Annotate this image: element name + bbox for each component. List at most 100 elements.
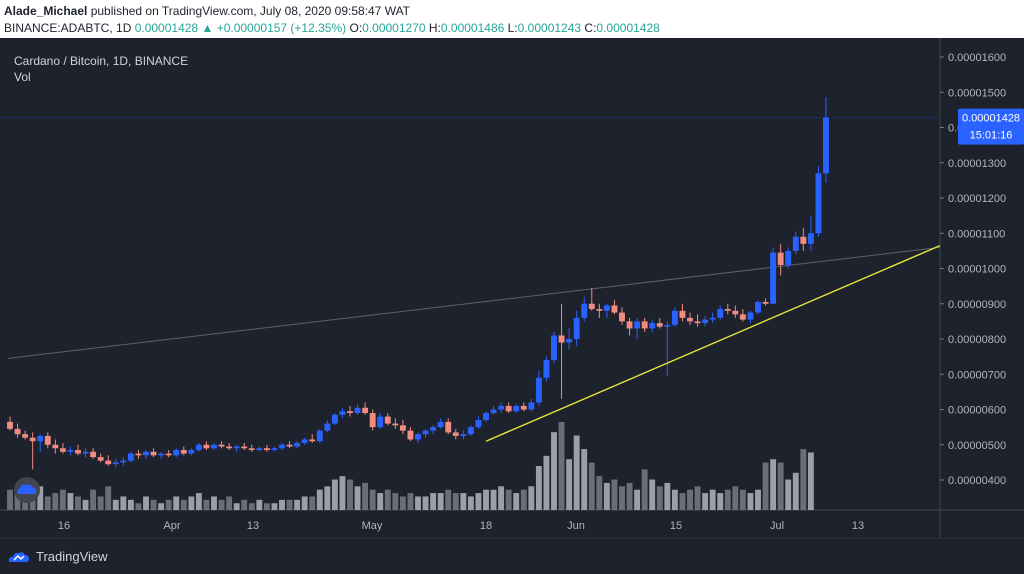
volume-bar <box>603 482 610 510</box>
volume-bar <box>82 499 89 510</box>
volume-bar <box>90 489 97 510</box>
publish-header: Alade_Michael published on TradingView.c… <box>0 0 1024 38</box>
candle-body <box>588 303 595 310</box>
candle-body <box>634 321 641 329</box>
volume-bar <box>384 489 391 510</box>
volume-bar <box>581 449 588 510</box>
volume-bar <box>467 496 474 510</box>
candle-body <box>82 451 89 454</box>
candle-body <box>505 405 512 412</box>
candle-body <box>815 173 822 234</box>
tradingview-brand: TradingView <box>36 549 108 564</box>
candle-body <box>611 305 618 313</box>
chart-area[interactable]: 0.00000400 0.00000500 0.00000600 0.00000700… <box>0 38 1024 538</box>
candle-body <box>430 427 437 431</box>
volume-bar <box>309 496 316 510</box>
candle-body <box>513 405 520 412</box>
candle-body <box>460 434 467 436</box>
volume-bar <box>566 459 573 510</box>
x-tick-label: Jul <box>770 520 784 532</box>
candle-body <box>498 405 505 410</box>
candle-body <box>22 434 29 438</box>
volume-bar <box>770 459 777 510</box>
volume-bar <box>105 486 112 510</box>
candle-body <box>165 453 172 456</box>
cloud-logo-icon <box>8 551 29 562</box>
volume-bar <box>664 482 671 510</box>
publisher-name[interactable]: Alade_Michael <box>4 4 88 18</box>
x-tick-label: 13 <box>852 520 864 532</box>
volume-bar <box>755 489 761 510</box>
volume-bar <box>44 496 51 510</box>
volume-bar <box>407 493 414 510</box>
x-tick-label: Jun <box>567 520 585 532</box>
candle-body <box>656 323 663 327</box>
volume-bar <box>150 499 157 510</box>
volume-bar <box>165 499 172 510</box>
x-tick-label: May <box>362 520 383 532</box>
candle-body <box>626 321 633 329</box>
volume-bar <box>354 486 361 510</box>
volume-bar <box>588 462 595 510</box>
candle-body <box>188 450 195 454</box>
volume-bar <box>173 496 180 510</box>
x-tick-label: 15 <box>670 520 682 532</box>
tradingview-logo[interactable]: TradingView <box>8 549 108 564</box>
candle-body <box>362 407 369 414</box>
candle-body <box>596 309 603 311</box>
volume-bar <box>143 496 149 510</box>
x-tick-label: 16 <box>58 520 70 532</box>
volume-bar <box>573 435 580 510</box>
candle-body <box>105 460 112 465</box>
volume-bar <box>256 499 263 510</box>
volume-bar <box>445 489 452 510</box>
candle-body <box>279 444 285 449</box>
candle-body <box>369 413 376 428</box>
volume-bar <box>188 496 195 510</box>
open-label: O: <box>349 21 363 35</box>
y-tick-label: 0.00000600 <box>948 405 1006 417</box>
chart-legend: Cardano / Bitcoin, 1D, BINANCE Vol <box>14 53 188 85</box>
volume-bar <box>505 489 512 510</box>
publisher-line: Alade_Michael published on TradingView.c… <box>4 4 410 18</box>
candle-body <box>800 236 807 244</box>
volume-bar <box>785 479 792 510</box>
volume-bar <box>286 499 293 510</box>
candle-body <box>792 236 799 251</box>
volume-bar <box>120 496 127 510</box>
candle-body <box>452 432 459 436</box>
close-value: 0.00001428 <box>596 21 660 35</box>
candle-body <box>248 448 255 451</box>
price-chart[interactable]: 0.00000400 0.00000500 0.00000600 0.00000700… <box>0 38 1024 538</box>
volume-bar <box>792 472 799 510</box>
volume-bar <box>59 489 66 510</box>
y-tick-label: 0.00000400 <box>948 475 1006 487</box>
volume-bar <box>211 496 217 510</box>
candle-body <box>467 427 474 435</box>
candle-body <box>407 430 414 440</box>
volume-bar <box>702 493 709 510</box>
watermark-cloud-icon <box>17 484 36 494</box>
candle-body <box>823 117 829 174</box>
long-trendline <box>7 246 941 359</box>
price-change: +0.00000157 (+12.35%) <box>216 21 347 35</box>
y-tick-label: 0.00001100 <box>948 228 1005 240</box>
candle-body <box>75 450 81 454</box>
candle-body <box>777 252 784 265</box>
candle-body <box>581 303 588 318</box>
y-tick-label: 0.00000500 <box>948 440 1006 452</box>
y-tick-label: 0.00000700 <box>948 369 1006 381</box>
y-tick-label: 0.00001200 <box>948 193 1006 205</box>
candle-body <box>158 453 165 456</box>
volume-indicator-label[interactable]: Vol <box>14 70 31 84</box>
candle-body <box>316 430 323 442</box>
volume-bar <box>392 493 399 510</box>
x-tick-label: Apr <box>163 520 180 532</box>
candle-body <box>37 435 44 442</box>
volume-bar <box>656 486 663 510</box>
candle-body <box>528 402 535 410</box>
y-tick-label: 0.00000800 <box>948 334 1006 346</box>
volume-bar <box>437 493 444 510</box>
candle-body <box>717 309 724 318</box>
volume-bar <box>694 486 701 510</box>
